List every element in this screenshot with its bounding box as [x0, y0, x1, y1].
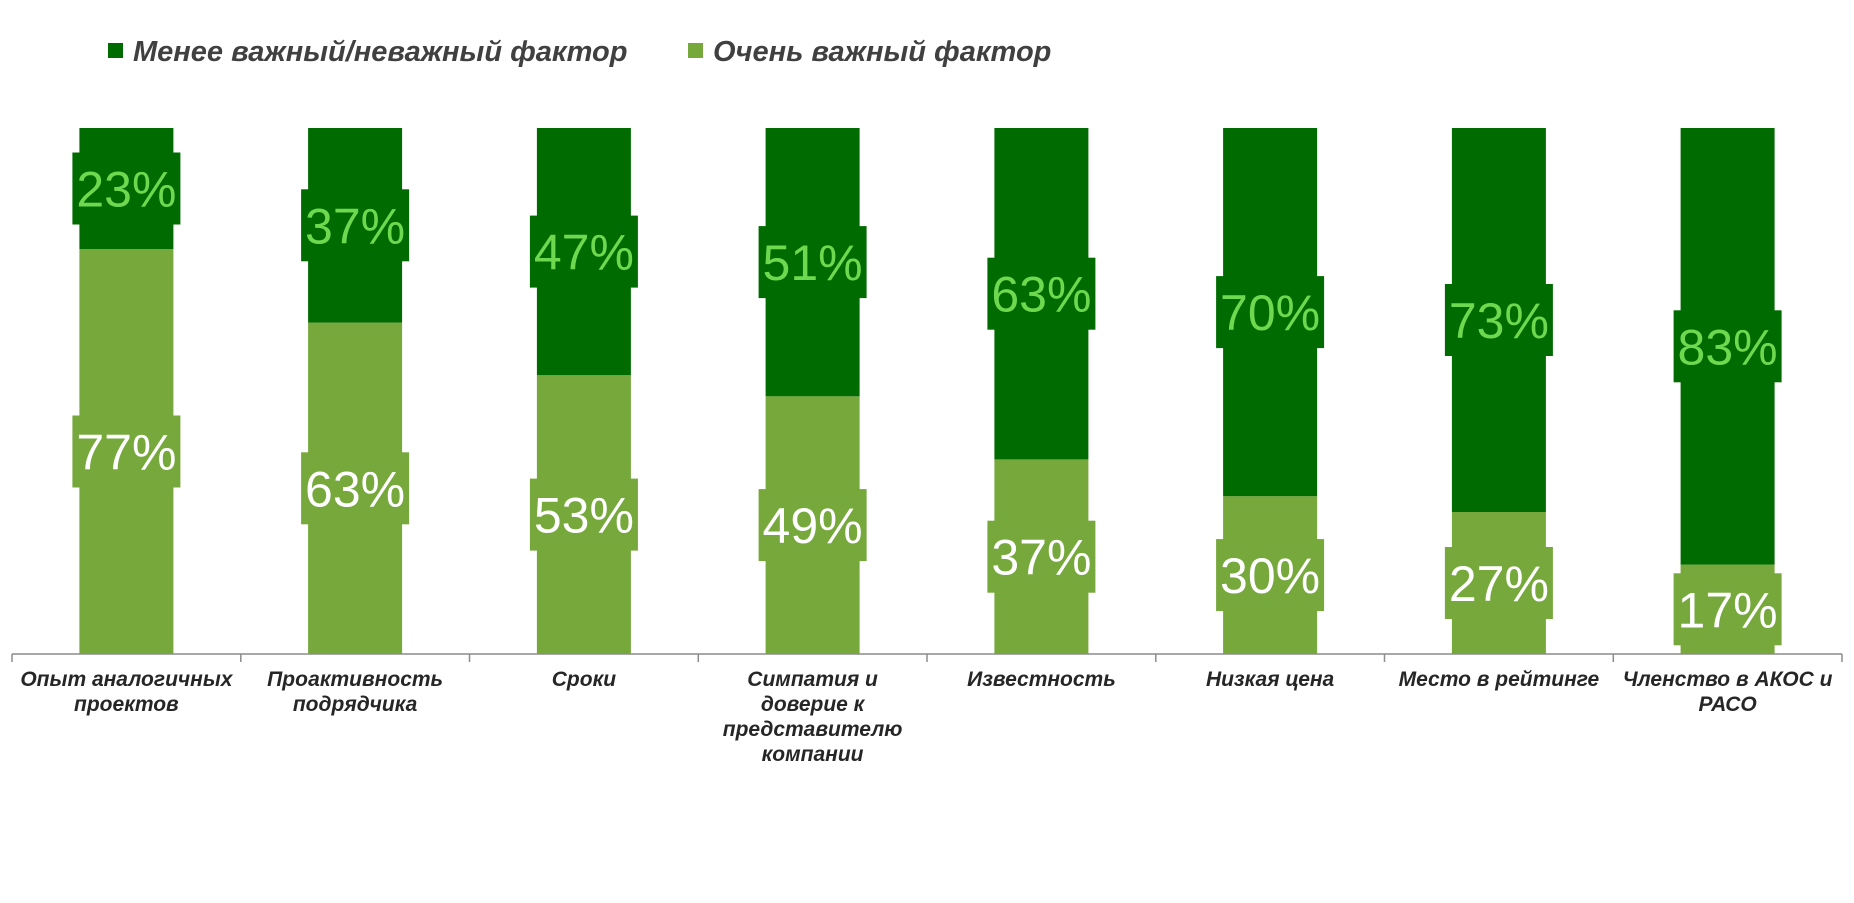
- data-label-box: [987, 257, 1096, 330]
- data-label-box: [301, 452, 410, 525]
- category-label-2: Проактивность подрядчика: [267, 668, 443, 716]
- data-label-less-important-2: 37%: [305, 198, 405, 254]
- data-label-less-important-4: 51%: [763, 235, 863, 291]
- data-label-box: [72, 152, 181, 225]
- data-label-very-important-8: 17%: [1678, 582, 1778, 638]
- category-labels: Опыт аналогичных проектов Проактивность под…: [20, 668, 1832, 766]
- category-label-5: Известность: [967, 668, 1116, 691]
- data-label-less-important-8: 83%: [1678, 319, 1778, 375]
- data-label-box: [1216, 276, 1325, 349]
- data-label-box: [1444, 284, 1553, 356]
- legend-swatch-less-important: [108, 43, 123, 58]
- data-label-less-important-7: 73%: [1449, 293, 1549, 349]
- data-label-very-important-6: 30%: [1220, 548, 1320, 604]
- data-label-box: [529, 215, 638, 288]
- data-label-less-important-1: 23%: [76, 162, 176, 218]
- data-label-box: [758, 489, 867, 562]
- data-label-box: [1216, 539, 1325, 612]
- category-label-4: Симпатия и доверие к представителю компании: [723, 668, 903, 766]
- data-label-box: [301, 189, 410, 262]
- legend-swatch-very-important: [688, 43, 703, 58]
- data-label-box: [987, 520, 1096, 593]
- category-label-6: Низкая цена: [1206, 668, 1335, 691]
- legend-label-very-important: Очень важный фактор: [713, 36, 1051, 68]
- data-label-box: [72, 415, 181, 488]
- category-label-7: Место в рейтинге: [1399, 668, 1600, 691]
- data-label-box: [758, 226, 867, 299]
- data-labels: 77% 23% 63% 37% 53% 47% 49% 51% 37% 63% 30% 70% 27% 7…: [72, 152, 1782, 646]
- legend-label-less-important: Менее важный/неважный фактор: [133, 36, 627, 68]
- category-label-1: Опыт аналогичных проектов: [20, 668, 233, 716]
- data-label-box: [1673, 573, 1782, 646]
- x-axis: [11, 653, 1843, 662]
- data-label-very-important-3: 53%: [534, 488, 634, 544]
- category-label-3: Сроки: [552, 668, 616, 691]
- data-label-very-important-1: 77%: [76, 425, 176, 481]
- data-label-less-important-3: 47%: [534, 225, 634, 281]
- chart-legend: Менее важный/неважный фактор Очень важный…: [108, 36, 1051, 68]
- data-label-less-important-6: 70%: [1220, 285, 1320, 341]
- data-label-box: [1673, 310, 1782, 383]
- category-label-8: Членство в АКОС и РАСО: [1623, 668, 1833, 716]
- data-label-very-important-7: 27%: [1449, 556, 1549, 612]
- data-label-box: [1444, 547, 1553, 619]
- data-label-box: [529, 478, 638, 551]
- data-label-very-important-4: 49%: [763, 498, 863, 554]
- data-label-very-important-5: 37%: [991, 530, 1091, 586]
- data-label-very-important-2: 63%: [305, 461, 405, 517]
- data-label-less-important-5: 63%: [991, 267, 1091, 323]
